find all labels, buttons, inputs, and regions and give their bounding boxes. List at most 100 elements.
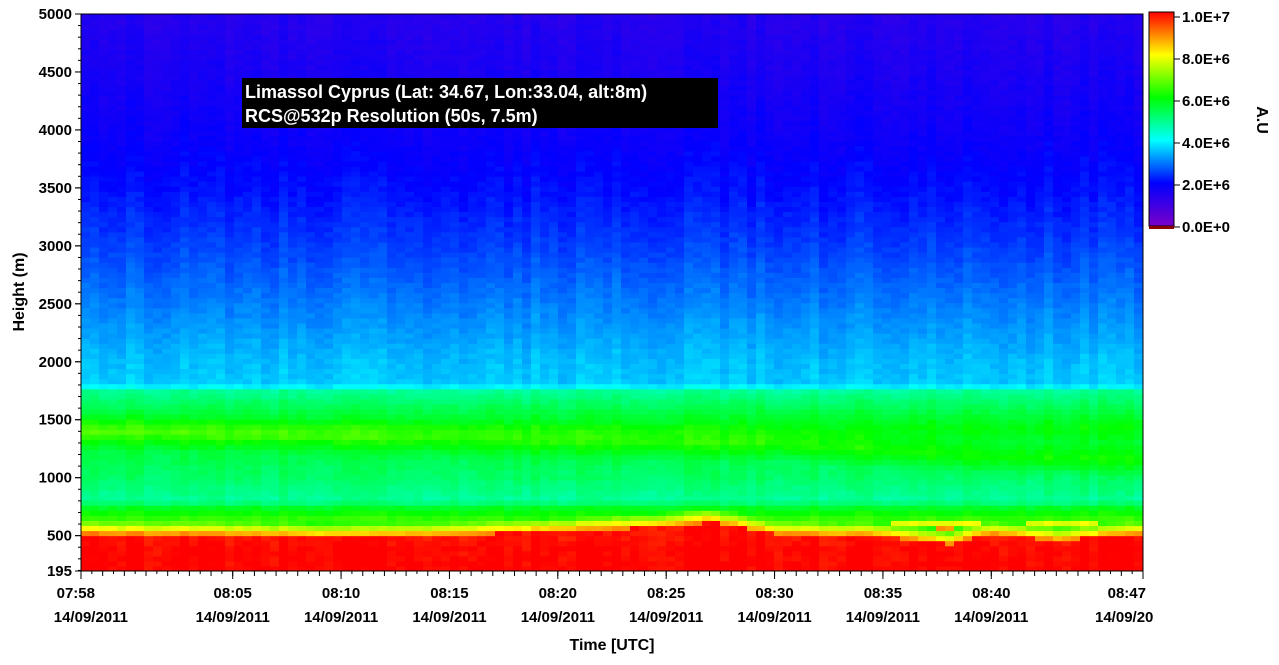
heatmap-cell — [423, 358, 433, 364]
heatmap-cell — [99, 353, 109, 359]
heatmap-cell — [315, 231, 325, 238]
heatmap-cell — [180, 257, 190, 263]
heatmap-cell — [396, 236, 406, 243]
heatmap-cell — [333, 24, 343, 30]
heatmap-cell — [414, 211, 424, 218]
heatmap-cell — [423, 454, 433, 461]
heatmap-cell — [117, 373, 127, 380]
heatmap-cell — [396, 29, 406, 35]
heatmap-cell — [153, 333, 163, 339]
heatmap-cell — [144, 474, 154, 481]
heatmap-cell — [450, 196, 460, 202]
heatmap-cell — [90, 530, 100, 537]
heatmap-cell — [162, 459, 172, 466]
heatmap-cell — [441, 236, 451, 243]
heatmap-cell — [468, 69, 478, 76]
heatmap-cell — [99, 221, 109, 228]
heatmap-cell — [288, 267, 298, 273]
heatmap-cell — [486, 525, 496, 532]
heatmap-cell — [234, 500, 244, 506]
heatmap-cell — [117, 449, 127, 456]
heatmap-cell — [450, 515, 460, 521]
heatmap-cell — [252, 327, 262, 334]
heatmap-cell — [432, 165, 442, 172]
heatmap-cell — [234, 231, 244, 238]
heatmap-cell — [216, 74, 226, 81]
heatmap-cell — [450, 246, 460, 253]
heatmap-cell — [396, 241, 406, 248]
heatmap-cell — [234, 545, 244, 552]
heatmap-cell — [459, 226, 469, 233]
heatmap-cell — [126, 489, 136, 496]
heatmap-cell — [180, 327, 190, 334]
heatmap-cell — [117, 19, 127, 25]
heatmap-cell — [171, 469, 181, 476]
heatmap-cell — [351, 459, 361, 466]
heatmap-cell — [414, 464, 424, 471]
heatmap-cell — [324, 176, 334, 182]
heatmap-cell — [216, 135, 226, 142]
heatmap-cell — [459, 520, 469, 527]
heatmap-cell — [405, 530, 415, 537]
heatmap-cell — [396, 160, 406, 167]
heatmap-cell — [270, 206, 280, 213]
heatmap-cell — [171, 272, 181, 278]
heatmap-cell — [369, 246, 379, 253]
heatmap-cell — [324, 54, 334, 61]
heatmap-cell — [423, 272, 433, 278]
heatmap-cell — [171, 186, 181, 192]
heatmap-cell — [333, 540, 343, 547]
heatmap-cell — [405, 495, 415, 501]
heatmap-cell — [378, 282, 388, 289]
heatmap-cell — [126, 186, 136, 192]
heatmap-cell — [414, 338, 424, 344]
heatmap-cell — [315, 388, 325, 395]
heatmap-cell — [387, 398, 397, 405]
heatmap-cell — [144, 495, 154, 501]
heatmap-cell — [297, 474, 307, 481]
heatmap-cell — [414, 49, 424, 56]
heatmap-cell — [225, 120, 235, 126]
heatmap-cell — [225, 373, 235, 380]
heatmap-cell — [432, 176, 442, 182]
heatmap-cell — [90, 560, 100, 567]
heatmap-cell — [270, 201, 280, 208]
heatmap-cell — [198, 565, 208, 571]
heatmap-cell — [297, 257, 307, 263]
heatmap-cell — [99, 287, 109, 294]
heatmap-cell — [99, 120, 109, 126]
heatmap-cell — [477, 135, 487, 142]
heatmap-cell — [288, 373, 298, 380]
heatmap-cell — [288, 44, 298, 51]
heatmap-cell — [81, 398, 91, 405]
heatmap-cell — [252, 257, 262, 263]
heatmap-cell — [198, 373, 208, 380]
heatmap-cell — [144, 140, 154, 147]
heatmap-cell — [198, 535, 208, 542]
heatmap-cell — [423, 196, 433, 202]
heatmap-cell — [468, 236, 478, 243]
heatmap-cell — [252, 34, 262, 40]
heatmap-cell — [477, 419, 487, 425]
heatmap-cell — [414, 520, 424, 527]
heatmap-cell — [153, 530, 163, 537]
heatmap-cell — [99, 186, 109, 192]
heatmap-cell — [279, 59, 289, 66]
heatmap-cell — [108, 373, 118, 380]
heatmap-cell — [126, 540, 136, 547]
heatmap-cell — [342, 353, 352, 359]
heatmap-cell — [207, 44, 217, 51]
heatmap-cell — [180, 439, 190, 446]
heatmap-cell — [288, 160, 298, 167]
heatmap-cell — [288, 439, 298, 446]
heatmap-cell — [342, 130, 352, 137]
heatmap-cell — [477, 292, 487, 299]
heatmap-cell — [261, 540, 271, 547]
heatmap-cell — [414, 221, 424, 228]
heatmap-cell — [198, 464, 208, 471]
heatmap-cell — [297, 454, 307, 461]
heatmap-cell — [252, 54, 262, 61]
heatmap-cell — [405, 333, 415, 339]
heatmap-cell — [126, 333, 136, 339]
heatmap-cell — [261, 414, 271, 420]
